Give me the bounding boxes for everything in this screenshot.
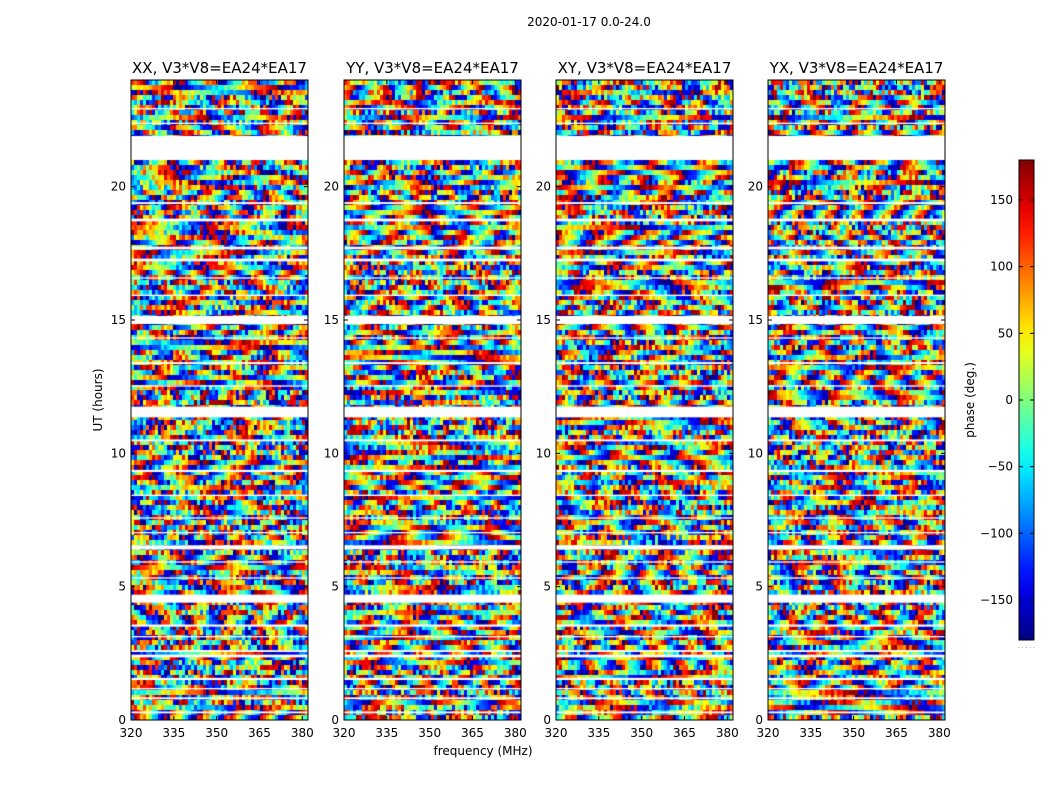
x-tick-label: 320	[545, 726, 568, 740]
panel-title: YX, V3*V8=EA24*EA17	[769, 59, 944, 77]
x-tick-label: 320	[333, 726, 356, 740]
panel-yx: YX, V3*V8=EA24*EA17 320 335 350 365 380 0 5 10 15…	[748, 59, 951, 740]
y-tick-label: 5	[331, 580, 339, 594]
colorbar-tick-label: 50	[998, 326, 1013, 340]
x-tick-label: 365	[248, 726, 271, 740]
x-tick-label: 350	[630, 726, 653, 740]
y-tick-label: 15	[324, 313, 339, 327]
panel-title: YY, V3*V8=EA24*EA17	[345, 59, 519, 77]
y-tick-label: 5	[755, 580, 763, 594]
heatmap-image	[768, 80, 945, 720]
colorbar-tick-label: 150	[990, 193, 1013, 207]
colorbar-label: phase (deg.)	[963, 362, 977, 438]
y-tick-label: 0	[755, 713, 763, 727]
x-tick-label: 350	[205, 726, 228, 740]
x-tick-label: 380	[716, 726, 739, 740]
y-tick-label: 0	[331, 713, 339, 727]
colorbar: 150 100 50 0 −50 −100 −150 . . . . .	[980, 159, 1035, 650]
x-tick-label: 335	[587, 726, 610, 740]
x-tick-label: 335	[162, 726, 185, 740]
x-tick-label: 365	[673, 726, 696, 740]
y-tick-label: 10	[111, 446, 126, 460]
y-axis-label: UT (hours)	[91, 368, 105, 431]
y-tick-label: 20	[324, 180, 339, 194]
x-tick-label: 380	[928, 726, 951, 740]
y-tick-label: 15	[111, 313, 126, 327]
y-tick-label: 20	[748, 180, 763, 194]
x-tick-label: 320	[120, 726, 143, 740]
plot-frame	[130, 79, 309, 721]
heatmap-image	[556, 80, 733, 720]
panel-group: XX, V3*V8=EA24*EA17 320 335 350 365 380 0 5 10 15…	[111, 59, 951, 740]
colorbar-tick-label: 100	[990, 260, 1013, 274]
plot-frame	[343, 79, 522, 721]
colorbar-note: . . . . .	[1018, 643, 1035, 650]
heatmap-image	[131, 80, 308, 720]
x-tick-label: 380	[291, 726, 314, 740]
y-tick-label: 10	[324, 446, 339, 460]
y-tick-label: 5	[543, 580, 551, 594]
panel-xx: XX, V3*V8=EA24*EA17 320 335 350 365 380 0 5 10 15…	[111, 59, 314, 740]
y-tick-label: 15	[748, 313, 763, 327]
y-tick-label: 20	[536, 180, 551, 194]
y-tick-label: 10	[748, 446, 763, 460]
heatmap-image	[344, 80, 521, 720]
y-tick-label: 15	[536, 313, 551, 327]
panel-xy: XY, V3*V8=EA24*EA17 320 335 350 365 380 0 5 10 15…	[536, 59, 739, 740]
x-tick-label: 380	[504, 726, 527, 740]
panel-title: XX, V3*V8=EA24*EA17	[132, 59, 307, 77]
y-tick-label: 10	[536, 446, 551, 460]
colorbar-tick-label: 0	[1005, 393, 1013, 407]
x-tick-label: 365	[885, 726, 908, 740]
plot-frame	[767, 79, 946, 721]
y-tick-label: 5	[118, 580, 126, 594]
x-tick-label: 350	[418, 726, 441, 740]
x-tick-label: 320	[757, 726, 780, 740]
colorbar-tick-label: −100	[980, 526, 1013, 540]
figure-title: 2020-01-17 0.0-24.0	[527, 15, 651, 29]
x-tick-label: 335	[375, 726, 398, 740]
x-tick-label: 335	[799, 726, 822, 740]
x-tick-label: 365	[461, 726, 484, 740]
colorbar-tick-label: −150	[980, 593, 1013, 607]
plot-frame	[555, 79, 734, 721]
y-tick-label: 0	[118, 713, 126, 727]
panel-title: XY, V3*V8=EA24*EA17	[558, 59, 732, 77]
y-tick-label: 20	[111, 180, 126, 194]
x-tick-label: 350	[842, 726, 865, 740]
colorbar-tick-label: −50	[988, 460, 1013, 474]
panel-yy: YY, V3*V8=EA24*EA17 320 335 350 365 380 0 5 10 15…	[324, 59, 527, 740]
y-tick-label: 0	[543, 713, 551, 727]
x-axis-label: frequency (MHz)	[433, 744, 532, 758]
